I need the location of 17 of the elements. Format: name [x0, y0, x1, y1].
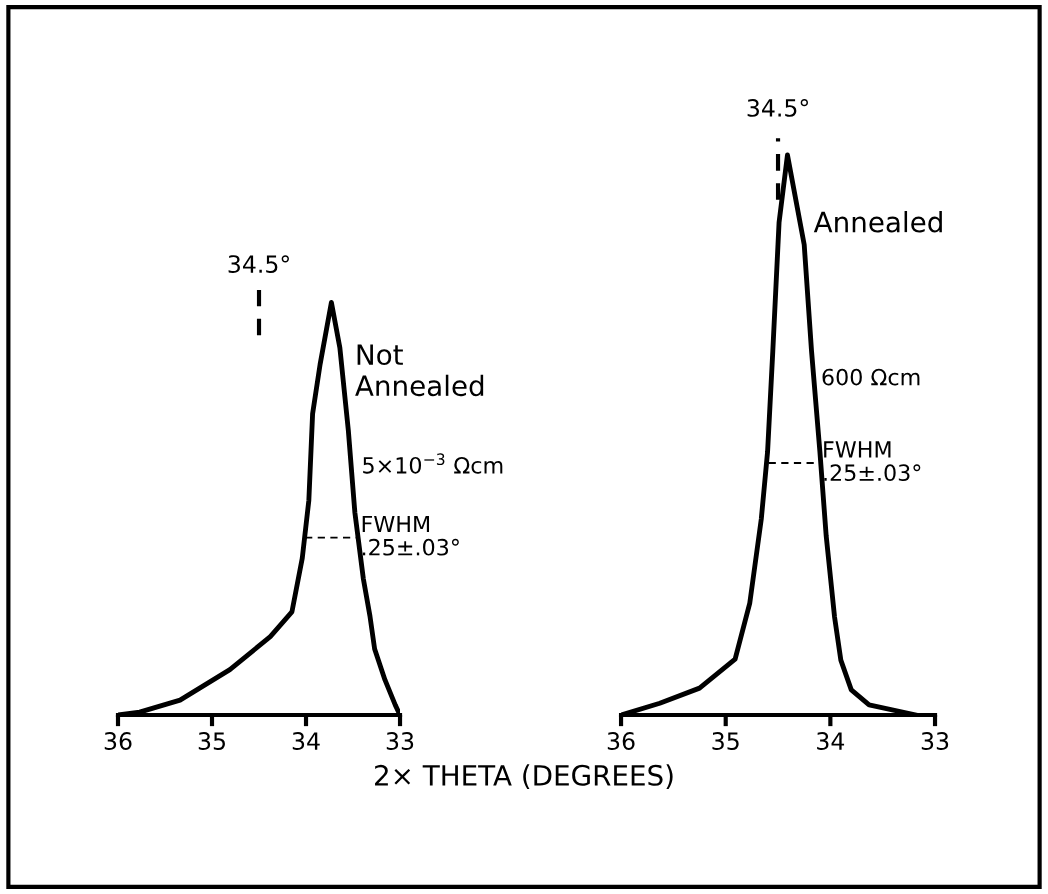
x-tick-label: 35 [712, 732, 739, 750]
annotation: FWHM .25±.03° [824, 441, 921, 482]
series-label: Not Annealed [355, 344, 484, 397]
x-tick-label: 34 [817, 732, 845, 750]
x-axis-title: 2× THETA (DEGREES) [375, 764, 673, 790]
x-tick-label: 35 [198, 732, 225, 750]
ref-line-label: 34.5° [747, 98, 808, 117]
x-tick-label: 33 [386, 732, 414, 750]
ref-line-label: 34.5° [228, 255, 289, 274]
annotation: 600 Ωcm [822, 368, 920, 386]
annotation: FWHM .25±.03° [362, 515, 459, 556]
series-label: Annealed [813, 211, 942, 233]
annotation: 5×10$^{−3}$ Ωcm [363, 453, 503, 474]
x-tick-label: 33 [921, 732, 949, 750]
x-tick-label: 36 [607, 732, 635, 750]
x-tick-label: 36 [104, 732, 132, 750]
x-tick-label: 34 [292, 732, 320, 750]
